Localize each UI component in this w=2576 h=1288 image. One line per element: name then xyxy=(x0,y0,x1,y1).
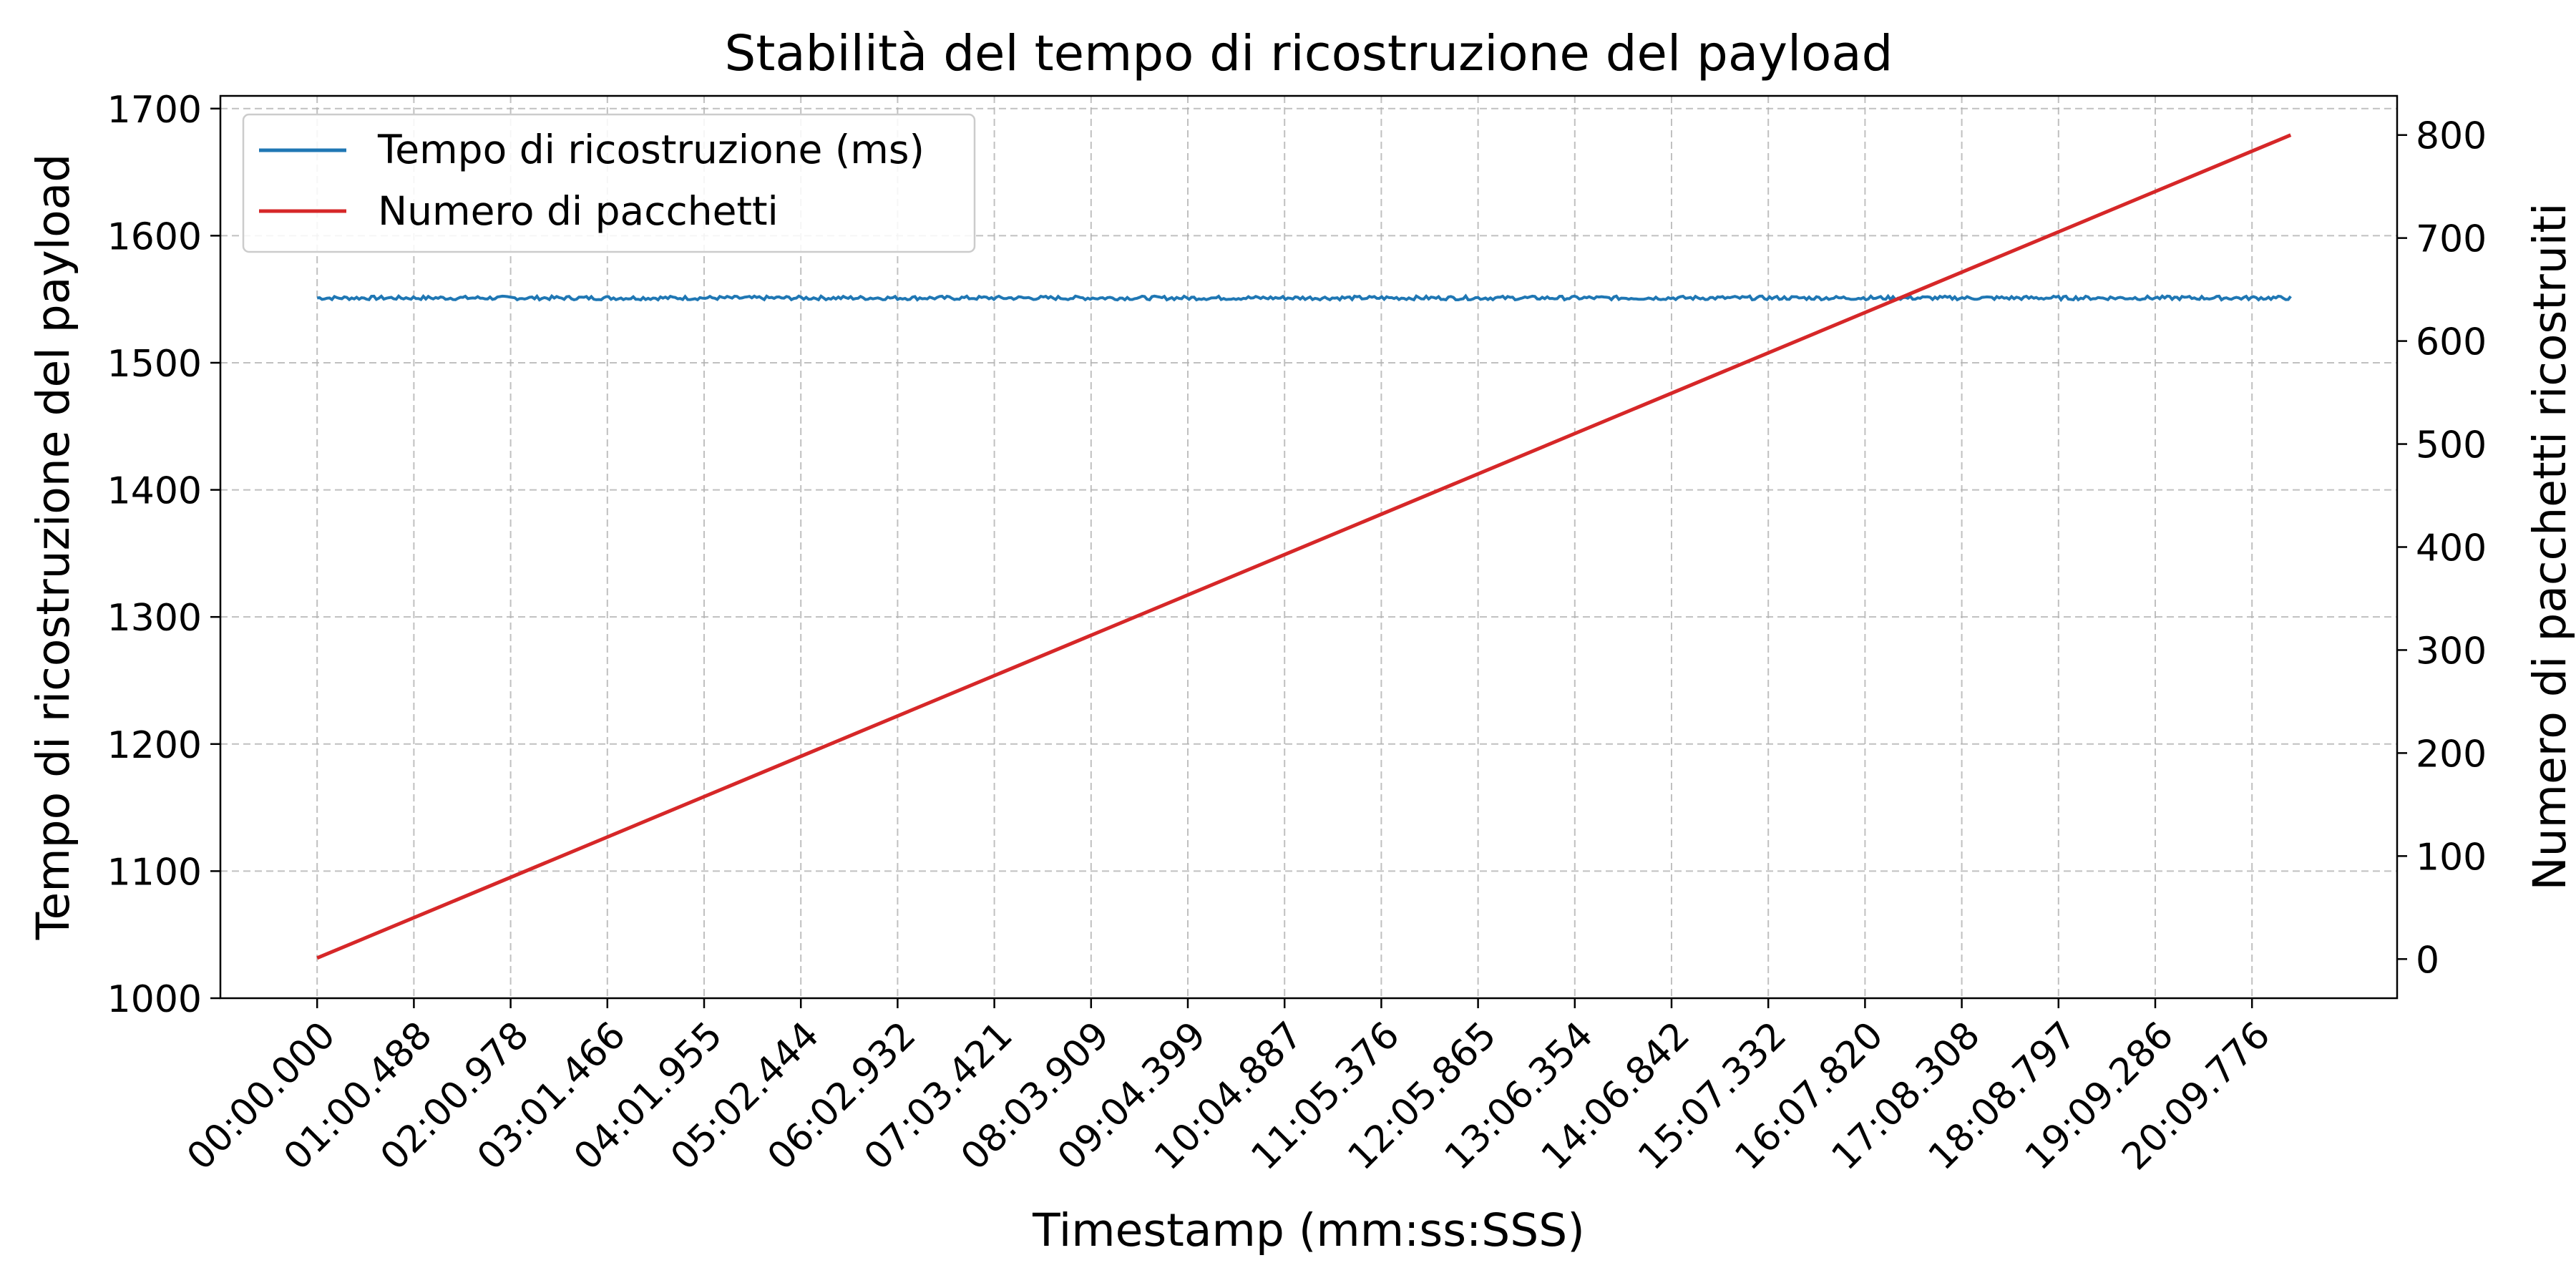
x-axis-label: Timestamp (mm:ss:SSS) xyxy=(1032,1204,1585,1257)
legend-box xyxy=(242,113,976,253)
y-axis-label: Tempo di ricostruzione del payload xyxy=(27,154,79,941)
y2-tick-label: 200 xyxy=(2416,733,2487,776)
y2-tick-label: 700 xyxy=(2416,218,2487,261)
y2-axis-ticks: 0 100 200 300 400 500 600 700 800 xyxy=(2397,115,2487,982)
y2-axis-label: Numero di pacchetti ricostruiti xyxy=(2524,203,2576,891)
y2-tick-label: 400 xyxy=(2416,527,2487,570)
y-tick-label: 1200 xyxy=(107,724,202,767)
y-tick-label: 1500 xyxy=(107,343,202,386)
y2-tick-label: 100 xyxy=(2416,836,2487,879)
y-tick-label: 1600 xyxy=(107,215,202,258)
y2-tick-label: 800 xyxy=(2416,115,2487,158)
y2-tick-label: 500 xyxy=(2416,424,2487,467)
y-tick-label: 1000 xyxy=(107,978,202,1021)
y-axis-ticks: 1000 1100 1200 1300 1400 1500 1600 1700 xyxy=(107,89,220,1021)
y-tick-label: 1100 xyxy=(107,851,202,894)
legend-label-packet-count: Numero di pacchetti xyxy=(378,188,779,234)
series-line-reconstruction-time xyxy=(317,293,2292,303)
legend: Tempo di ricostruzione (ms) Numero di pa… xyxy=(242,113,976,253)
y-tick-label: 1300 xyxy=(107,597,202,640)
y2-tick-label: 300 xyxy=(2416,630,2487,673)
y2-tick-label: 600 xyxy=(2416,321,2487,364)
y-tick-label: 1400 xyxy=(107,470,202,513)
y-tick-label: 1700 xyxy=(107,89,202,132)
series-line-packet-count xyxy=(316,133,2292,960)
y2-tick-label: 0 xyxy=(2416,939,2439,982)
legend-label-reconstruction-time: Tempo di ricostruzione (ms) xyxy=(377,127,924,172)
chart-title: Stabilità del tempo di ricostruzione del… xyxy=(725,25,1893,82)
series-layer xyxy=(316,133,2292,960)
